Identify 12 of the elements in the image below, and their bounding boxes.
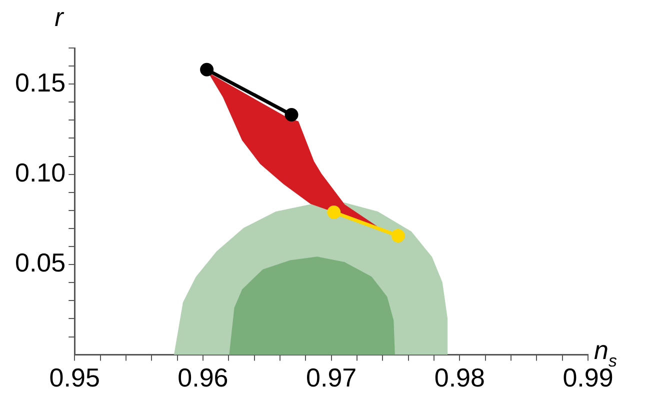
y-axis-title: r — [54, 2, 65, 32]
y-tick-label: 0.05 — [14, 248, 66, 278]
point — [200, 62, 214, 76]
point — [284, 108, 298, 122]
x-tick-label: 0.95 — [49, 362, 100, 393]
point — [391, 228, 405, 242]
y-tick-label: 0.15 — [14, 67, 66, 98]
x-tick-label: 0.96 — [178, 362, 228, 393]
x-tick-label: 0.98 — [434, 362, 485, 393]
x-tick-label: 0.97 — [306, 362, 357, 393]
y-tick-label: 0.10 — [14, 158, 66, 188]
point — [327, 205, 341, 219]
